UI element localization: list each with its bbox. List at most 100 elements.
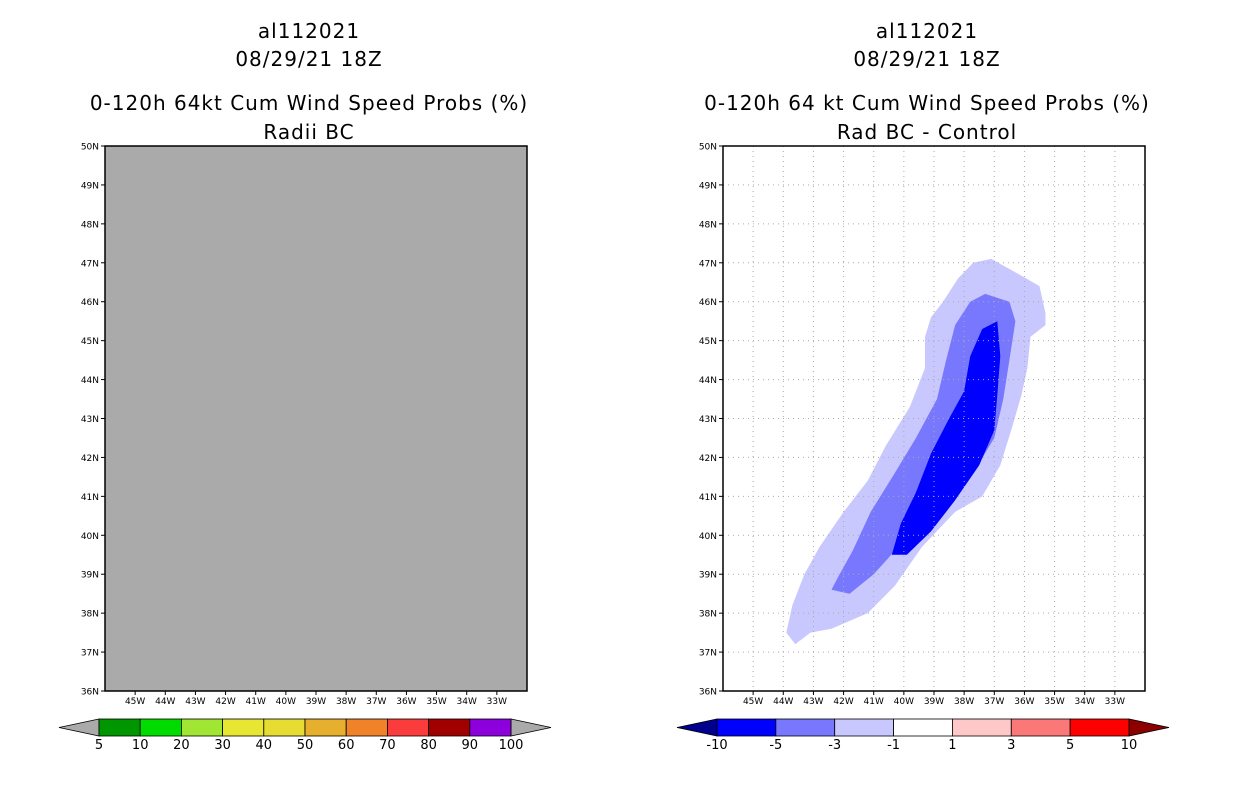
colorbar-swatch bbox=[952, 718, 1012, 737]
lon-tick-label: 42W bbox=[833, 697, 853, 707]
lat-tick-label: 39N bbox=[699, 571, 717, 581]
colorbar-swatch bbox=[180, 718, 223, 737]
lat-tick-label: 43N bbox=[699, 415, 717, 425]
colorbar-label: -5 bbox=[769, 738, 782, 753]
colorbar-swatch bbox=[222, 718, 265, 737]
lon-tick-label: 34W bbox=[1075, 697, 1095, 707]
lon-tick-label: 38W bbox=[336, 697, 356, 707]
lat-tick-label: 38N bbox=[699, 610, 717, 620]
lon-tick-label: 39W bbox=[924, 697, 944, 707]
storm-id-title: al112021 bbox=[875, 19, 979, 43]
lat-tick-label: 45N bbox=[81, 337, 99, 347]
chart-title: 0-120h 64kt Cum Wind Speed Probs (%) bbox=[89, 91, 529, 115]
lon-tick-label: 38W bbox=[954, 697, 974, 707]
lat-tick-label: 37N bbox=[699, 649, 717, 659]
colorbar-swatch bbox=[304, 718, 347, 737]
lon-tick-label: 37W bbox=[366, 697, 386, 707]
lat-tick-label: 45N bbox=[699, 337, 717, 347]
lon-tick-label: 43W bbox=[185, 697, 205, 707]
lat-tick-label: 42N bbox=[699, 454, 717, 464]
lat-tick-label: 40N bbox=[699, 532, 717, 542]
lon-tick-label: 41W bbox=[246, 697, 266, 707]
lon-tick-label: 44W bbox=[773, 697, 793, 707]
lon-tick-label: 36W bbox=[1014, 697, 1034, 707]
lon-tick-label: 41W bbox=[864, 697, 884, 707]
colorbar-label: 1 bbox=[948, 738, 956, 753]
colorbar-over-arrow bbox=[510, 718, 552, 737]
lon-tick-label: 33W bbox=[1105, 697, 1125, 707]
datetime-title: 08/29/21 18Z bbox=[853, 47, 1001, 71]
colorbar-swatch bbox=[834, 718, 894, 737]
chart-subtitle: Radii BC bbox=[263, 120, 355, 144]
lat-tick-label: 48N bbox=[699, 220, 717, 230]
lat-tick-label: 49N bbox=[81, 181, 99, 191]
lon-tick-label: 44W bbox=[155, 697, 175, 707]
chart-subtitle: Rad BC - Control bbox=[836, 120, 1018, 144]
colorbar-under-arrow bbox=[676, 718, 718, 737]
lat-tick-label: 40N bbox=[81, 532, 99, 542]
lat-tick-label: 41N bbox=[699, 493, 717, 503]
colorbar-label: 3 bbox=[1007, 738, 1015, 753]
lat-tick-label: 49N bbox=[699, 181, 717, 191]
lat-tick-label: 48N bbox=[81, 220, 99, 230]
colorbar-swatch bbox=[386, 718, 429, 737]
lon-tick-label: 40W bbox=[894, 697, 914, 707]
storm-id-title: al112021 bbox=[257, 19, 361, 43]
chart-title: 0-120h 64 kt Cum Wind Speed Probs (%) bbox=[704, 91, 1150, 115]
colorbar-swatch bbox=[428, 718, 471, 737]
lon-tick-label: 36W bbox=[396, 697, 416, 707]
lon-tick-label: 40W bbox=[276, 697, 296, 707]
colorbar-label: 20 bbox=[173, 738, 190, 753]
colorbar-over-arrow bbox=[1128, 718, 1170, 737]
lat-tick-label: 38N bbox=[81, 610, 99, 620]
colorbar-label: 70 bbox=[379, 738, 396, 753]
colorbar-swatch bbox=[469, 718, 512, 737]
left-chart-panel: al112021 08/29/21 18Z 0-120h 64kt Cum Wi… bbox=[58, 19, 552, 753]
colorbar-label: 5 bbox=[1066, 738, 1074, 753]
lat-tick-label: 46N bbox=[699, 298, 717, 308]
lon-tick-label: 42W bbox=[215, 697, 235, 707]
colorbar-label: -10 bbox=[706, 738, 727, 753]
lat-tick-label: 50N bbox=[699, 143, 717, 153]
lat-tick-label: 47N bbox=[699, 259, 717, 269]
lat-tick-label: 39N bbox=[81, 571, 99, 581]
lat-tick-label: 46N bbox=[81, 298, 99, 308]
lon-tick-label: 43W bbox=[803, 697, 823, 707]
lon-tick-label: 37W bbox=[984, 697, 1004, 707]
lat-tick-label: 37N bbox=[81, 649, 99, 659]
colorbar-under-arrow bbox=[58, 718, 100, 737]
lat-tick-label: 41N bbox=[81, 493, 99, 503]
lat-tick-label: 44N bbox=[699, 376, 717, 386]
colorbar-label: 40 bbox=[256, 738, 273, 753]
colorbar-label: -1 bbox=[887, 738, 900, 753]
colorbar-label: 60 bbox=[338, 738, 355, 753]
colorbar-swatch bbox=[893, 718, 953, 737]
lat-tick-label: 44N bbox=[81, 376, 99, 386]
map-plot-left: 50N 49N 48N 47N 46N 45N 44N 43N 42N 41N 40N 39N 38N 3… bbox=[58, 143, 552, 753]
map-field bbox=[105, 146, 527, 691]
colorbar-label: 10 bbox=[132, 738, 149, 753]
lat-tick-label: 36N bbox=[81, 688, 99, 698]
lon-tick-label: 34W bbox=[457, 697, 477, 707]
lon-tick-label: 45W bbox=[743, 697, 763, 707]
colorbar-swatch bbox=[775, 718, 836, 737]
colorbar-swatch bbox=[1069, 718, 1130, 737]
lat-tick-label: 36N bbox=[699, 688, 717, 698]
colorbar-swatch bbox=[263, 718, 306, 737]
colorbar-swatch bbox=[345, 718, 388, 737]
colorbar-swatch bbox=[1010, 718, 1071, 737]
map-plot-right: 50N 49N 48N 47N 46N 45N 44N 43N 42N 41N 40N 39N 38N 3… bbox=[676, 143, 1170, 753]
lon-tick-label: 39W bbox=[306, 697, 326, 707]
colorbar-label: -3 bbox=[828, 738, 841, 753]
colorbar-label: 80 bbox=[420, 738, 437, 753]
lon-tick-label: 35W bbox=[1044, 697, 1064, 707]
lat-tick-label: 50N bbox=[81, 143, 99, 153]
colorbar-swatch bbox=[98, 718, 141, 737]
lon-tick-label: 33W bbox=[487, 697, 507, 707]
colorbar-swatch bbox=[139, 718, 182, 737]
lon-tick-label: 45W bbox=[125, 697, 145, 707]
lat-tick-label: 42N bbox=[81, 454, 99, 464]
colorbar-label: 50 bbox=[297, 738, 314, 753]
right-chart-panel: al112021 08/29/21 18Z 0-120h 64 kt Cum W… bbox=[618, 0, 1236, 800]
colorbar-label: 10 bbox=[1121, 738, 1138, 753]
